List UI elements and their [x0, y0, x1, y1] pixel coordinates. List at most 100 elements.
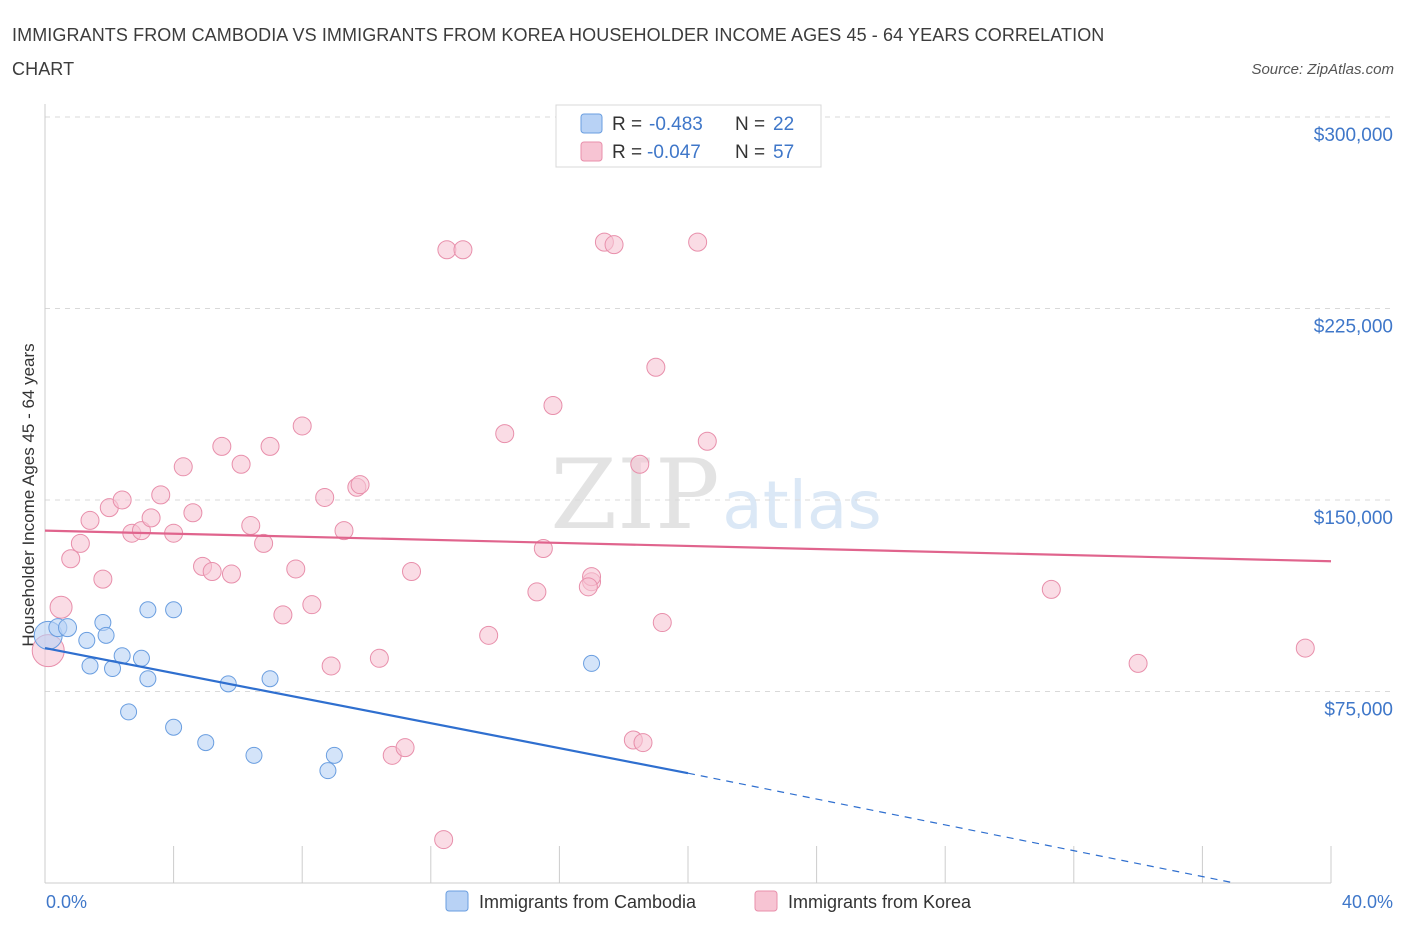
- korea-point-42: [533, 539, 553, 559]
- cambodia-point-2: [58, 618, 78, 638]
- cambodia-trend-line: [44, 647, 689, 775]
- korea-point-46: [578, 577, 598, 597]
- korea-point-43: [543, 396, 563, 416]
- korea-point-20: [241, 516, 261, 536]
- korea-point-51: [630, 454, 650, 474]
- korea-point-14: [183, 503, 203, 523]
- cambodia-point-6: [81, 657, 99, 675]
- series-legend-swatch-korea: [754, 890, 778, 912]
- watermark-zip: ZIP: [550, 439, 719, 551]
- korea-point-5: [93, 569, 113, 589]
- y-axis-tick-labels: $75,000 $150,000 $225,000 $300,000: [1314, 125, 1393, 721]
- korea-point-4: [80, 510, 100, 530]
- korea-point-39: [479, 625, 499, 645]
- chart-title: IMMIGRANTS FROM CAMBODIA VS IMMIGRANTS F…: [12, 25, 1105, 79]
- korea-point-26: [302, 595, 322, 615]
- y-axis-label: Householder Income Ages 45 - 64 years: [19, 343, 38, 646]
- legend-n-label-cambodia: N =: [735, 114, 765, 135]
- korea-point-9: [131, 521, 151, 541]
- korea-point-56: [1041, 579, 1061, 599]
- korea-point-31: [350, 475, 370, 495]
- korea-point-41: [527, 582, 547, 602]
- korea-trend-line: [44, 529, 1332, 563]
- korea-point-40: [495, 424, 515, 444]
- cambodia-point-9: [132, 649, 150, 667]
- x-tick-label-max: 40.0%: [1342, 892, 1393, 912]
- korea-point-28: [321, 656, 341, 676]
- source-label: Source: ZipAtlas.com: [1251, 61, 1394, 78]
- korea-point-29: [334, 521, 354, 541]
- cambodia-point-13: [120, 703, 138, 721]
- legend-r-value-cambodia: -0.483: [649, 114, 703, 135]
- korea-point-32: [369, 648, 389, 668]
- korea-point-50: [633, 733, 653, 753]
- grid-lines: [45, 116, 1393, 692]
- legend-n-label-korea: N =: [735, 142, 765, 163]
- trend-lines: [44, 529, 1332, 884]
- cambodia-point-21: [583, 654, 601, 672]
- y-tick-label-2: $225,000: [1314, 317, 1393, 338]
- korea-point-17: [212, 436, 232, 456]
- korea-point-13: [173, 457, 193, 477]
- korea-point-57: [1128, 653, 1148, 673]
- cambodia-point-11: [139, 601, 157, 619]
- cambodia-point-4: [97, 626, 115, 644]
- korea-point-34: [395, 738, 415, 758]
- series-legend-label-korea: Immigrants from Korea: [788, 892, 972, 912]
- korea-point-11: [151, 485, 171, 505]
- series-legend-label-cambodia: Immigrants from Cambodia: [479, 892, 697, 912]
- korea-point-3: [70, 533, 90, 553]
- korea-point-36: [434, 830, 454, 850]
- cambodia-trend-extension: [687, 772, 1235, 884]
- korea-point-18: [221, 564, 241, 584]
- legend-r-label-cambodia: R =: [612, 114, 642, 135]
- korea-point-10: [141, 508, 161, 528]
- korea-point-25: [292, 416, 312, 436]
- y-tick-label-0: $75,000: [1324, 700, 1393, 721]
- korea-point-38: [453, 240, 473, 260]
- watermark: ZIP atlas: [550, 439, 881, 551]
- legend-swatch-cambodia: [580, 113, 603, 134]
- cambodia-point-16: [261, 670, 279, 688]
- x-axis-ticks: [44, 846, 1332, 883]
- korea-point-16: [202, 561, 222, 581]
- korea-point-53: [652, 613, 672, 633]
- cambodia-point-10: [139, 670, 157, 688]
- korea-point-2: [61, 549, 81, 569]
- series-legend-swatch-cambodia: [445, 890, 469, 912]
- legend-swatch-korea: [580, 141, 603, 162]
- stats-legend: R = -0.483 N = 22 R = -0.047 N = 57: [555, 104, 822, 168]
- korea-point-54: [688, 232, 708, 252]
- korea-point-35: [402, 561, 422, 581]
- y-tick-label-1: $150,000: [1314, 508, 1393, 529]
- cambodia-point-20: [319, 762, 337, 780]
- korea-point-1: [49, 595, 73, 619]
- legend-r-label-korea: R =: [612, 142, 642, 163]
- cambodia-point-18: [245, 746, 263, 764]
- y-tick-label-3: $300,000: [1314, 125, 1393, 146]
- korea-point-58: [1295, 638, 1315, 658]
- cambodia-points: [33, 601, 601, 780]
- series-legend: Immigrants from Cambodia Immigrants from…: [445, 890, 972, 912]
- cambodia-point-12: [165, 601, 183, 619]
- korea-point-52: [646, 357, 666, 377]
- korea-point-7: [112, 490, 132, 510]
- x-tick-label-min: 0.0%: [46, 892, 87, 912]
- korea-point-55: [697, 431, 717, 451]
- korea-point-22: [260, 436, 280, 456]
- watermark-atlas: atlas: [722, 467, 882, 544]
- korea-point-48: [604, 235, 624, 255]
- korea-point-27: [315, 487, 335, 507]
- korea-point-21: [254, 533, 274, 553]
- cambodia-point-5: [78, 631, 96, 649]
- cambodia-point-19: [325, 746, 343, 764]
- legend-n-value-cambodia: 22: [773, 114, 794, 135]
- cambodia-point-17: [197, 734, 215, 752]
- korea-point-23: [273, 605, 293, 625]
- korea-point-19: [231, 454, 251, 474]
- legend-r-value-korea: -0.047: [647, 142, 701, 163]
- legend-n-value-korea: 57: [773, 142, 794, 163]
- korea-point-37: [437, 240, 457, 260]
- cambodia-point-14: [165, 718, 183, 736]
